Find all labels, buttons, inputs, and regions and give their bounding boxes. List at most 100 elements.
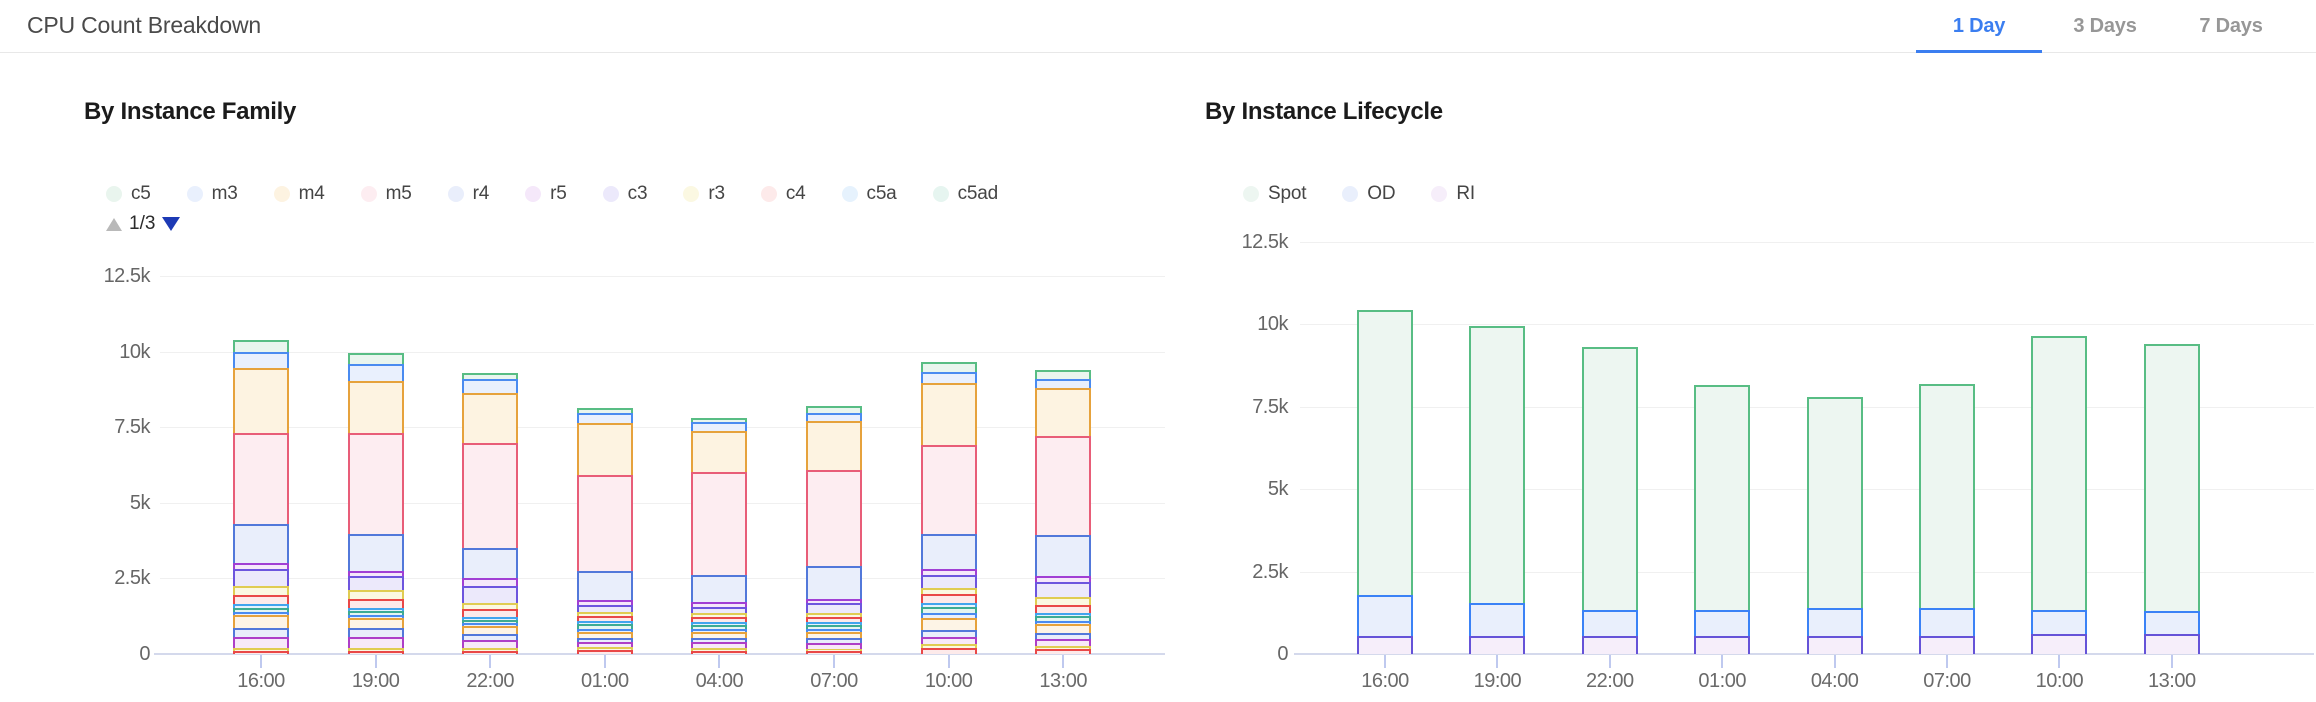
bar-segment-c5a[interactable] (462, 617, 519, 621)
bar-segment-r4[interactable] (691, 574, 748, 602)
bar-segment-other-d[interactable] (576, 641, 633, 648)
bar-segment-RI[interactable] (1806, 635, 1863, 654)
bar-segment-r5[interactable] (806, 598, 862, 603)
bar-segment-other-c[interactable] (1035, 632, 1092, 639)
bar-segment-c4[interactable] (462, 608, 519, 618)
bar-segment-other-b[interactable] (920, 617, 977, 630)
bar-segment-r4[interactable] (1035, 535, 1092, 577)
bar-segment-other-b[interactable] (233, 614, 289, 629)
bar-segment-m3[interactable] (576, 412, 633, 423)
bar-segment-m5[interactable] (576, 475, 633, 571)
bar-segment-Spot[interactable] (1469, 326, 1526, 603)
bar-segment-c3[interactable] (576, 605, 633, 612)
pager-down-icon[interactable] (162, 217, 181, 231)
legend-item-c5[interactable]: c5 (106, 183, 151, 205)
bar-segment-other-f[interactable] (691, 650, 748, 654)
legend-item-c5a[interactable]: c5a (841, 183, 897, 205)
bar-segment-other-e[interactable] (806, 647, 862, 651)
bar-segment-other-a[interactable] (576, 629, 633, 633)
bar-segment-r4[interactable] (920, 534, 977, 570)
bar-segment-other-e[interactable] (347, 647, 404, 651)
bar-segment-OD[interactable] (1469, 602, 1526, 636)
bar-segment-m4[interactable] (691, 431, 748, 472)
legend-item-m5[interactable]: m5 (360, 183, 412, 205)
bar-segment-m3[interactable] (462, 378, 519, 394)
bar-segment-m4[interactable] (576, 422, 633, 476)
bar-lifecycle-04:00[interactable] (1806, 396, 1863, 654)
bar-segment-OD[interactable] (1581, 609, 1638, 636)
bar-segment-other-e[interactable] (462, 647, 519, 651)
bar-segment-other-c[interactable] (691, 638, 748, 642)
bar-segment-c4[interactable] (576, 616, 633, 621)
bar-lifecycle-01:00[interactable] (1694, 385, 1751, 654)
bar-segment-other-b[interactable] (462, 626, 519, 634)
bar-segment-Spot[interactable] (1581, 347, 1638, 610)
bar-segment-other-a[interactable] (920, 613, 977, 618)
bar-segment-c5[interactable] (576, 407, 633, 413)
bar-segment-c3[interactable] (462, 585, 519, 603)
bar-segment-m5[interactable] (806, 470, 862, 566)
bar-segment-other-c[interactable] (347, 628, 404, 638)
bar-segment-m4[interactable] (920, 383, 977, 445)
bar-segment-other-a[interactable] (462, 623, 519, 627)
bar-segment-m5[interactable] (920, 444, 977, 535)
bar-segment-r5[interactable] (233, 563, 289, 570)
bar-segment-c5ad[interactable] (576, 623, 633, 630)
bar-segment-r3[interactable] (462, 602, 519, 609)
bar-segment-c5a[interactable] (576, 620, 633, 624)
bar-segment-RI[interactable] (1357, 635, 1413, 654)
bar-segment-c5a[interactable] (806, 622, 862, 626)
bar-segment-other-c[interactable] (576, 638, 633, 642)
bar-segment-other-e[interactable] (920, 643, 977, 648)
bar-segment-r4[interactable] (233, 523, 289, 564)
bar-segment-c4[interactable] (920, 593, 977, 603)
bar-segment-other-f[interactable] (347, 650, 404, 654)
bar-segment-c5ad[interactable] (806, 625, 862, 629)
bar-segment-c5[interactable] (920, 362, 977, 373)
bar-segment-m4[interactable] (233, 368, 289, 434)
bar-segment-m3[interactable] (347, 363, 404, 382)
bar-segment-other-f[interactable] (462, 650, 519, 654)
bar-segment-other-d[interactable] (462, 640, 519, 648)
bar-segment-RI[interactable] (1919, 635, 1975, 654)
bar-segment-m3[interactable] (920, 372, 977, 384)
bar-segment-r3[interactable] (920, 587, 977, 594)
bar-segment-other-c[interactable] (920, 629, 977, 638)
bar-segment-r3[interactable] (576, 611, 633, 617)
bar-segment-r3[interactable] (691, 613, 748, 618)
bar-family-10:00[interactable] (920, 362, 977, 654)
bar-segment-Spot[interactable] (2031, 335, 2088, 610)
bar-segment-m4[interactable] (806, 420, 862, 471)
bar-segment-Spot[interactable] (1694, 385, 1751, 610)
bar-segment-c4[interactable] (347, 598, 404, 609)
bar-segment-m4[interactable] (347, 381, 404, 434)
bar-segment-other-e[interactable] (691, 647, 748, 651)
bar-segment-other-d[interactable] (691, 641, 748, 648)
bar-segment-r4[interactable] (576, 570, 633, 600)
bar-segment-other-a[interactable] (691, 629, 748, 633)
bar-segment-r5[interactable] (1035, 576, 1092, 583)
bar-segment-other-c[interactable] (462, 633, 519, 641)
bar-lifecycle-22:00[interactable] (1581, 347, 1638, 654)
bar-segment-other-a[interactable] (233, 611, 289, 615)
bar-segment-c5a[interactable] (1035, 612, 1092, 617)
bar-segment-RI[interactable] (2143, 634, 2200, 654)
legend-item-c5ad[interactable]: c5ad (932, 183, 998, 205)
bar-segment-other-d[interactable] (806, 642, 862, 649)
bar-segment-r3[interactable] (806, 613, 862, 617)
bar-segment-m3[interactable] (691, 422, 748, 432)
bar-segment-r5[interactable] (576, 599, 633, 606)
legend-item-c3[interactable]: c3 (602, 183, 648, 205)
bar-segment-Spot[interactable] (1919, 383, 1975, 608)
bar-segment-other-b[interactable] (576, 632, 633, 639)
bar-segment-c5ad[interactable] (691, 624, 748, 630)
bar-segment-c5a[interactable] (347, 608, 404, 612)
bar-segment-r5[interactable] (347, 571, 404, 577)
bar-segment-c5[interactable] (462, 372, 519, 379)
bar-segment-m5[interactable] (347, 433, 404, 535)
bar-segment-c3[interactable] (233, 569, 289, 586)
bar-segment-c3[interactable] (920, 575, 977, 588)
bar-segment-c5ad[interactable] (233, 608, 289, 612)
bar-segment-other-d[interactable] (1035, 638, 1092, 647)
bar-segment-c4[interactable] (806, 616, 862, 623)
